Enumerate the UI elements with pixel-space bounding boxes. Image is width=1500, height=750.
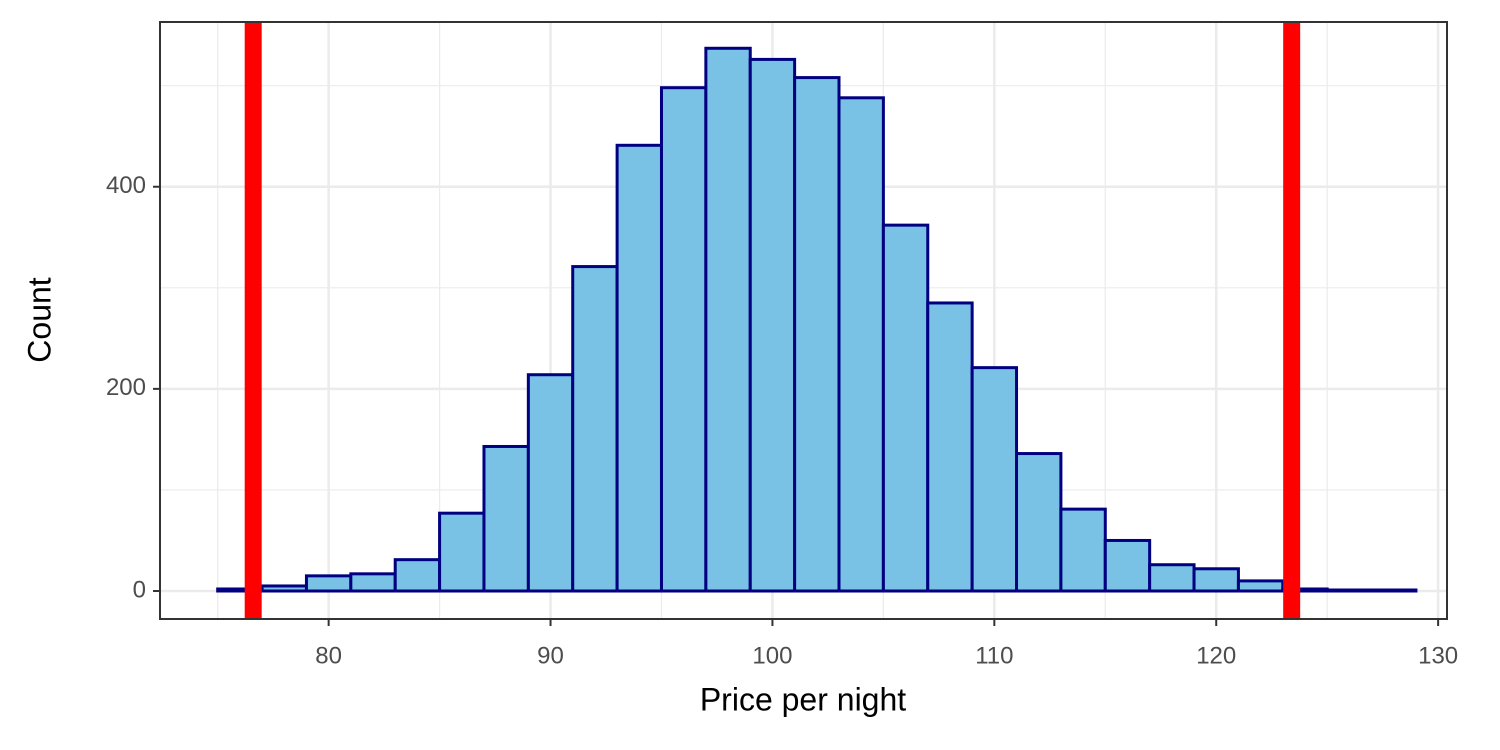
bar xyxy=(704,46,752,593)
bar xyxy=(571,265,619,593)
bar xyxy=(526,373,575,593)
bar xyxy=(349,572,397,593)
bar xyxy=(260,584,308,593)
bar xyxy=(1325,588,1374,593)
bar xyxy=(1236,579,1285,593)
bar xyxy=(393,558,442,593)
bar xyxy=(1103,538,1152,593)
bar xyxy=(748,57,797,593)
x-tick-label: 120 xyxy=(1196,642,1236,669)
bar xyxy=(1015,452,1063,593)
bar xyxy=(1148,563,1196,593)
bar xyxy=(837,96,885,593)
bar xyxy=(438,511,486,593)
bar xyxy=(615,143,663,593)
bar xyxy=(926,301,974,593)
y-tick-label: 400 xyxy=(106,172,146,199)
y-tick-label: 200 xyxy=(106,374,146,401)
bar xyxy=(482,444,530,593)
plot-border xyxy=(159,21,1448,620)
bar xyxy=(1192,567,1240,593)
bar xyxy=(304,574,353,593)
bar xyxy=(659,86,708,593)
y-axis-title: Count xyxy=(21,277,57,363)
bar xyxy=(881,223,930,593)
x-tick-label: 90 xyxy=(537,642,564,669)
bar xyxy=(1059,507,1107,593)
bar xyxy=(1370,588,1418,593)
bar xyxy=(793,76,841,593)
x-axis-title: Price per night xyxy=(700,681,906,717)
x-tick-label: 110 xyxy=(975,642,1013,669)
x-tick-label: 130 xyxy=(1418,642,1458,669)
x-tick-label: 100 xyxy=(752,642,792,669)
bar xyxy=(970,366,1019,593)
x-tick-label: 80 xyxy=(315,642,342,669)
y-tick-label: 0 xyxy=(133,576,146,603)
